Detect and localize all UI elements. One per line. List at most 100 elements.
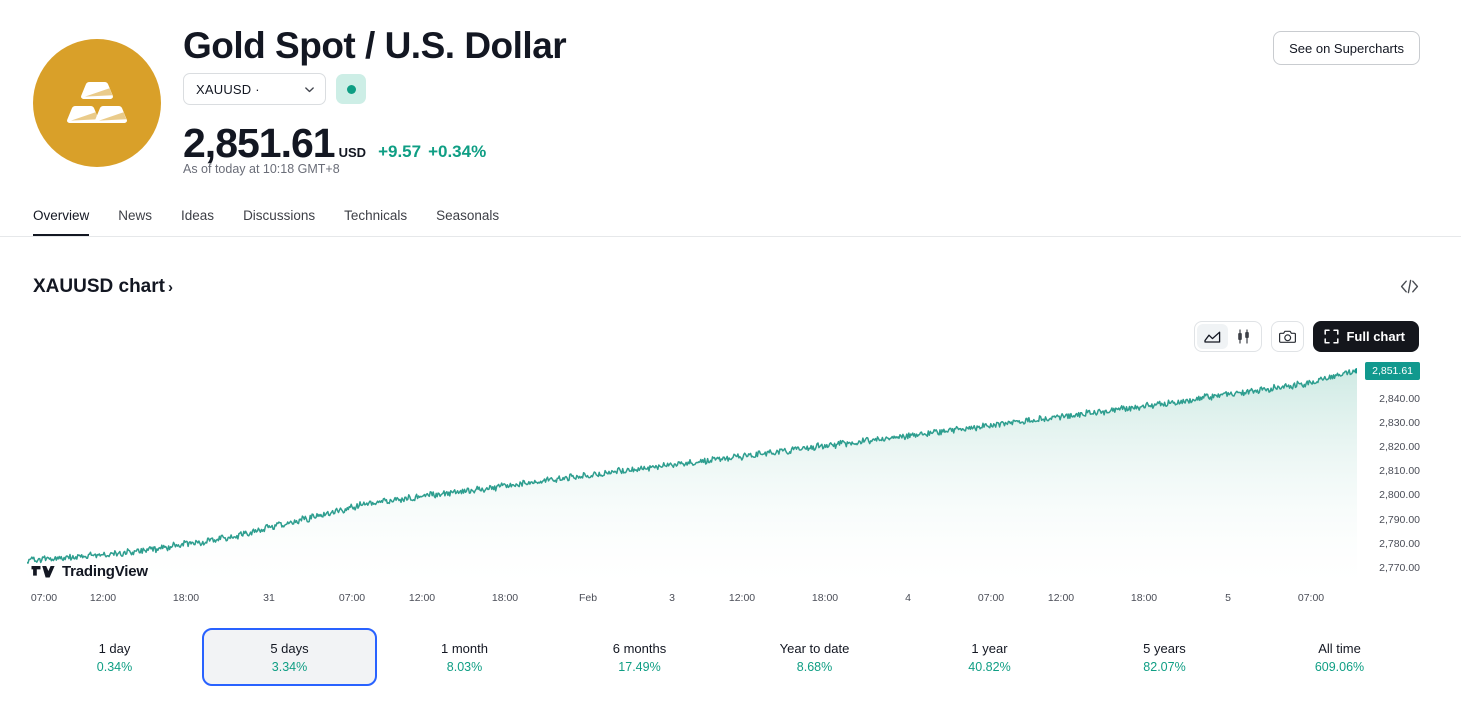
chevron-down-icon	[305, 86, 314, 92]
time-axis-tick: 07:00	[30, 592, 58, 604]
price-change-percent: +0.34%	[428, 142, 487, 161]
period-label: 1 month	[441, 640, 488, 656]
period-button-1-year[interactable]: 1 year 40.82%	[902, 628, 1077, 686]
time-axis-tick: 07:00	[338, 592, 366, 604]
time-axis-tick: 12:00	[1047, 592, 1075, 604]
time-axis-tick: Feb	[578, 592, 598, 604]
tradingview-watermark: TradingView	[31, 563, 148, 580]
period-label: All time	[1318, 640, 1361, 656]
price-axis-tick: 2,820.00	[1379, 441, 1420, 454]
symbol-controls: XAUUSD ·	[183, 73, 366, 105]
see-on-supercharts-button[interactable]: See on Supercharts	[1273, 31, 1420, 65]
time-axis-tick: 5	[1225, 592, 1231, 604]
period-change-value: 17.49%	[618, 659, 661, 674]
period-button-all-time[interactable]: All time 609.06%	[1252, 628, 1427, 686]
chart-toolbar: Full chart	[1194, 321, 1419, 352]
full-chart-button[interactable]: Full chart	[1313, 321, 1419, 352]
tab-overview-label: Overview	[33, 208, 90, 223]
symbol-select-value: XAUUSD ·	[196, 81, 260, 97]
period-button-1-day[interactable]: 1 day 0.34%	[27, 628, 202, 686]
symbol-select[interactable]: XAUUSD ·	[183, 73, 326, 105]
price-axis-tick: 2,780.00	[1379, 537, 1420, 550]
price-axis-tick: 2,840.00	[1379, 392, 1420, 405]
time-axis-tick: 4	[905, 592, 911, 604]
price-axis-tick: 2,830.00	[1379, 416, 1420, 429]
period-label: Year to date	[779, 640, 850, 656]
price-currency: USD	[338, 145, 367, 160]
period-change-value: 0.34%	[96, 659, 133, 674]
tab-ideas-label: Ideas	[181, 208, 215, 223]
time-axis-tick: 18:00	[1130, 592, 1158, 604]
time-axis-tick: 12:00	[89, 592, 117, 604]
see-on-supercharts-label: See on Supercharts	[1289, 40, 1404, 56]
period-label: 6 months	[612, 640, 667, 656]
tab-discussions-label: Discussions	[243, 208, 316, 223]
period-label: 5 days	[270, 640, 309, 656]
tabs-divider	[0, 236, 1461, 237]
time-axis-tick: 12:00	[728, 592, 756, 604]
price-quote: 2,851.61 USD +9.57 +0.34%	[183, 121, 486, 165]
tab-news-label: News	[118, 208, 153, 223]
price-axis: 2,851.61 2,840.00 2,830.00 2,820.00 2,810.0…	[1358, 360, 1453, 585]
tab-news[interactable]: News	[118, 208, 152, 236]
tab-overview[interactable]: Overview	[33, 208, 90, 236]
camera-snapshot-icon[interactable]	[1271, 321, 1305, 352]
time-axis-tick: 18:00	[172, 592, 200, 604]
period-change-value: 40.82%	[968, 659, 1011, 674]
time-axis-tick: 3	[669, 592, 675, 604]
chart-type-group	[1194, 321, 1263, 352]
last-price: 2,851.61	[183, 120, 336, 166]
period-button-year-to-date[interactable]: Year to date 8.68%	[727, 628, 902, 686]
tab-technicals[interactable]: Technicals	[344, 208, 407, 236]
time-axis-tick: 31	[263, 592, 275, 604]
tradingview-watermark-label: TradingView	[62, 563, 148, 580]
time-axis-tick: 18:00	[811, 592, 839, 604]
quote-timestamp: As of today at 10:18 GMT+8	[183, 162, 340, 176]
period-change-value: 609.06%	[1314, 659, 1365, 674]
tab-seasonals-label: Seasonals	[436, 208, 500, 223]
chart-title-link[interactable]: XAUUSD chart ›	[33, 276, 173, 298]
time-axis-tick: 18:00	[491, 592, 519, 604]
time-axis-tick: 07:00	[1297, 592, 1325, 604]
tab-ideas[interactable]: Ideas	[181, 208, 214, 236]
tab-seasonals[interactable]: Seasonals	[436, 208, 499, 236]
period-label: 1 year	[971, 640, 1008, 656]
candlestick-chart-icon[interactable]	[1228, 324, 1259, 349]
price-change-absolute: +9.57	[378, 142, 422, 161]
price-axis-tick: 2,770.00	[1379, 562, 1420, 575]
tradingview-logo-icon	[31, 565, 55, 577]
expand-icon	[1324, 329, 1340, 344]
period-button-5-years[interactable]: 5 years 82.07%	[1077, 628, 1252, 686]
price-axis-tick: 2,800.00	[1379, 489, 1420, 502]
chart-title-caret: ›	[167, 278, 173, 296]
chart-title-text: XAUUSD chart	[33, 276, 165, 297]
time-axis-tick: 12:00	[408, 592, 436, 604]
price-chart[interactable]: 2,851.61 2,840.00 2,830.00 2,820.00 2,810.0…	[0, 360, 1461, 592]
period-change-value: 8.03%	[446, 659, 483, 674]
section-tabs: Overview News Ideas Discussions Technica…	[33, 208, 528, 236]
page-title: Gold Spot / U.S. Dollar	[183, 25, 567, 66]
tab-technicals-label: Technicals	[344, 208, 408, 223]
price-axis-tick: 2,790.00	[1379, 513, 1420, 526]
gold-bars-icon	[33, 39, 161, 167]
area-chart-icon[interactable]	[1197, 324, 1229, 349]
period-change-value: 8.68%	[796, 659, 833, 674]
period-button-5-days[interactable]: 5 days 3.34%	[202, 628, 377, 686]
code-embed-icon[interactable]	[1400, 279, 1419, 299]
period-change-value: 82.07%	[1143, 659, 1186, 674]
period-change-value: 3.34%	[271, 659, 308, 674]
time-axis-tick: 07:00	[977, 592, 1005, 604]
period-button-1-month[interactable]: 1 month 8.03%	[377, 628, 552, 686]
period-label: 1 day	[98, 640, 131, 656]
period-label: 5 years	[1143, 640, 1186, 656]
chart-plot	[27, 368, 1357, 585]
last-price-badge: 2,851.61	[1365, 361, 1420, 380]
time-axis: 07:00 12:00 18:00 31 07:00 12:00 18:00 Feb 3 12:0…	[0, 592, 1461, 610]
full-chart-label: Full chart	[1346, 329, 1405, 344]
price-axis-tick: 2,810.00	[1379, 465, 1420, 478]
tab-discussions[interactable]: Discussions	[243, 208, 315, 236]
market-status-button[interactable]	[336, 74, 366, 104]
period-button-6-months[interactable]: 6 months 17.49%	[552, 628, 727, 686]
period-selector: 1 day 0.34% 5 days 3.34% 1 month 8.03% 6 month…	[27, 628, 1427, 686]
